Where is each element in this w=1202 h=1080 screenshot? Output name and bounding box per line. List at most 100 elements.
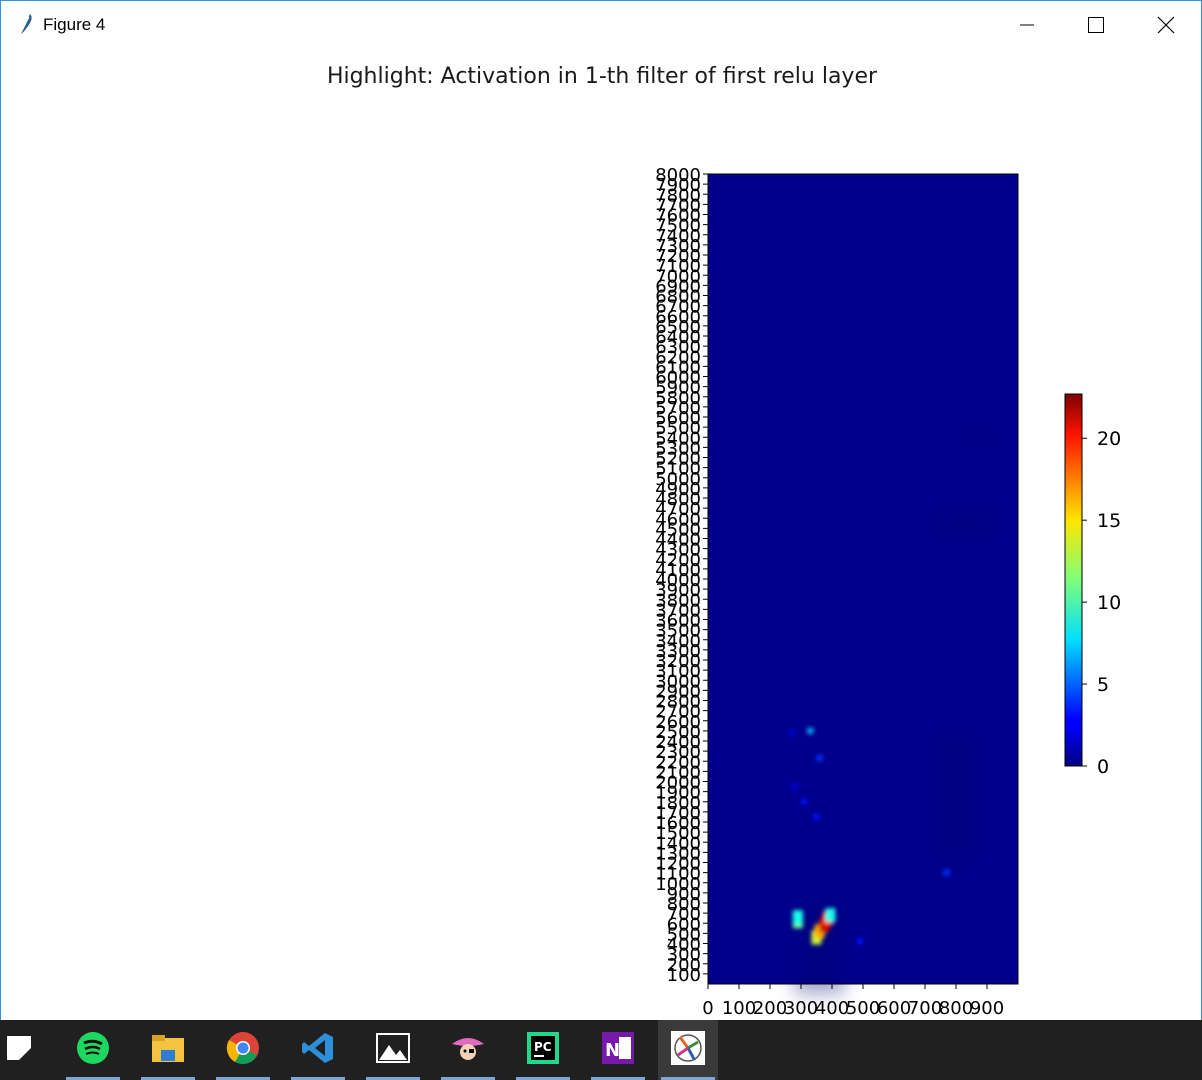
file-explorer-icon bbox=[151, 1033, 185, 1067]
y-tick-label: 7700 bbox=[655, 195, 701, 216]
y-tick-label: 5800 bbox=[655, 388, 701, 409]
y-tick-label: 5400 bbox=[655, 428, 701, 449]
activation-hotspot bbox=[856, 938, 863, 945]
y-tick-label: 2500 bbox=[655, 722, 701, 743]
y-axis: 1002003004005006007008009001000110012001… bbox=[655, 165, 708, 986]
taskbar-python-figure-button[interactable] bbox=[658, 1020, 718, 1080]
y-tick-label: 6700 bbox=[655, 297, 701, 318]
taskbar: PC N bbox=[0, 1020, 1202, 1080]
y-tick-label: 6200 bbox=[655, 347, 701, 368]
sticky-notes-icon bbox=[4, 1033, 34, 1067]
running-indicator bbox=[366, 1077, 420, 1080]
y-tick-label: 3400 bbox=[655, 631, 701, 652]
svg-text:PC: PC bbox=[534, 1040, 552, 1054]
y-tick-label: 7000 bbox=[655, 266, 701, 287]
y-tick-label: 5300 bbox=[655, 438, 701, 459]
y-tick-label: 4900 bbox=[655, 479, 701, 500]
minimize-icon bbox=[1020, 24, 1034, 25]
close-button[interactable] bbox=[1143, 1, 1189, 48]
running-indicator bbox=[661, 1077, 715, 1080]
maximize-button[interactable] bbox=[1073, 1, 1119, 48]
y-tick-label: 1500 bbox=[655, 823, 701, 844]
y-tick-label: 3500 bbox=[655, 621, 701, 642]
y-tick-label: 7100 bbox=[655, 256, 701, 277]
activation-hotspot bbox=[807, 727, 814, 734]
y-tick-label: 2400 bbox=[655, 732, 701, 753]
y-tick-label: 7900 bbox=[655, 175, 701, 196]
colorbar-tick-label: 20 bbox=[1097, 428, 1121, 450]
y-tick-label: 2700 bbox=[655, 702, 701, 723]
activation-hotspot bbox=[791, 783, 798, 790]
y-tick-label: 7500 bbox=[655, 216, 701, 237]
x-tick-label: 600 bbox=[877, 998, 911, 1019]
taskbar-vscode-button[interactable] bbox=[288, 1020, 348, 1080]
x-tick-label: 300 bbox=[784, 998, 818, 1019]
y-tick-label: 900 bbox=[667, 884, 701, 905]
y-tick-label: 6800 bbox=[655, 287, 701, 308]
running-indicator bbox=[291, 1077, 345, 1080]
x-tick-label: 700 bbox=[908, 998, 942, 1019]
onenote-icon: N bbox=[601, 1031, 635, 1069]
colorbar-tick-label: 5 bbox=[1097, 674, 1109, 696]
activation-hotspot bbox=[813, 813, 820, 820]
y-tick-label: 6000 bbox=[655, 368, 701, 389]
title-bar[interactable]: Figure 4 bbox=[1, 1, 1201, 48]
y-tick-label: 4500 bbox=[655, 519, 701, 540]
y-tick-label: 4300 bbox=[655, 540, 701, 561]
vscode-icon bbox=[301, 1031, 335, 1069]
y-tick-label: 1400 bbox=[655, 833, 701, 854]
y-tick-label: 5200 bbox=[655, 449, 701, 470]
taskbar-pycharm-button[interactable]: PC bbox=[513, 1020, 573, 1080]
y-tick-label: 5600 bbox=[655, 408, 701, 429]
taskbar-file-explorer-button[interactable] bbox=[138, 1020, 198, 1080]
taskbar-sticky-notes-button[interactable] bbox=[0, 1020, 38, 1080]
y-tick-label: 1000 bbox=[655, 874, 701, 895]
y-tick-label: 3000 bbox=[655, 671, 701, 692]
y-tick-label: 7400 bbox=[655, 226, 701, 247]
y-tick-label: 6400 bbox=[655, 327, 701, 348]
taskbar-spotify-button[interactable] bbox=[63, 1020, 123, 1080]
y-tick-label: 5100 bbox=[655, 459, 701, 480]
y-tick-label: 5000 bbox=[655, 469, 701, 490]
running-indicator bbox=[216, 1077, 270, 1080]
x-tick-label: 400 bbox=[815, 998, 849, 1019]
activation-hotspot bbox=[792, 910, 803, 925]
y-tick-label: 100 bbox=[667, 965, 701, 986]
y-tick-label: 4100 bbox=[655, 560, 701, 581]
minimize-button[interactable] bbox=[1004, 1, 1050, 48]
activation-hotspot bbox=[801, 798, 808, 805]
y-tick-label: 1800 bbox=[655, 793, 701, 814]
y-tick-label: 6300 bbox=[655, 337, 701, 358]
y-tick-label: 2300 bbox=[655, 742, 701, 763]
x-tick-label: 500 bbox=[846, 998, 880, 1019]
activation-texture-patch bbox=[794, 903, 845, 995]
taskbar-chrome-button[interactable] bbox=[213, 1020, 273, 1080]
taskbar-pirate-app-button[interactable] bbox=[438, 1020, 498, 1080]
colorbar-tick-label: 10 bbox=[1097, 592, 1121, 614]
y-tick-label: 2800 bbox=[655, 692, 701, 713]
y-tick-label: 1900 bbox=[655, 783, 701, 804]
activation-hotspot bbox=[825, 908, 836, 923]
taskbar-photos-button[interactable] bbox=[363, 1020, 423, 1080]
running-indicator bbox=[441, 1077, 495, 1080]
activation-texture bbox=[794, 432, 998, 995]
y-tick-label: 6600 bbox=[655, 307, 701, 328]
y-tick-label: 6100 bbox=[655, 357, 701, 378]
y-tick-label: 4400 bbox=[655, 530, 701, 551]
y-tick-label: 7600 bbox=[655, 206, 701, 227]
y-tick-label: 2200 bbox=[655, 752, 701, 773]
activation-texture-patch bbox=[957, 432, 998, 445]
spotify-icon bbox=[76, 1031, 110, 1069]
x-tick-label: 0 bbox=[702, 998, 713, 1019]
y-tick-label: 7200 bbox=[655, 246, 701, 267]
running-indicator bbox=[141, 1077, 195, 1080]
pirate-app-icon bbox=[450, 1030, 486, 1070]
pycharm-icon: PC bbox=[526, 1031, 560, 1069]
y-tick-label: 1700 bbox=[655, 803, 701, 824]
photos-icon bbox=[376, 1033, 410, 1067]
taskbar-onenote-button[interactable]: N bbox=[588, 1020, 648, 1080]
python-figure-icon bbox=[670, 1030, 706, 1070]
y-tick-label: 6500 bbox=[655, 317, 701, 338]
y-tick-label: 3600 bbox=[655, 611, 701, 632]
